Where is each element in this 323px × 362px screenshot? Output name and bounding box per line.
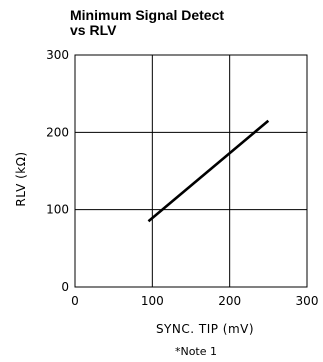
series-layer bbox=[147, 119, 270, 223]
y-tick-label: 100 bbox=[46, 203, 69, 217]
grid bbox=[75, 55, 307, 287]
x-tick-label: 100 bbox=[141, 294, 164, 308]
x-tick-label: 200 bbox=[218, 294, 241, 308]
x-tick-label: 300 bbox=[296, 294, 319, 308]
y-tick-labels: 0 100 200 300 bbox=[46, 48, 69, 294]
plot-frame bbox=[74, 54, 308, 288]
y-axis-label: RLV (kΩ) bbox=[14, 151, 28, 206]
chart-title-line-2: vs RLV bbox=[70, 22, 117, 38]
y-tick-label: 0 bbox=[61, 280, 69, 294]
y-tick-label: 300 bbox=[46, 48, 69, 62]
chart-note: *Note 1 bbox=[175, 345, 217, 358]
y-tick-label: 200 bbox=[46, 125, 69, 139]
series-line bbox=[147, 119, 270, 223]
chart-title-line-1: Minimum Signal Detect bbox=[70, 7, 225, 23]
x-tick-labels: 0 100 200 300 bbox=[71, 294, 318, 308]
x-tick-label: 0 bbox=[71, 294, 79, 308]
x-axis-label: SYNC. TIP (mV) bbox=[156, 322, 254, 336]
